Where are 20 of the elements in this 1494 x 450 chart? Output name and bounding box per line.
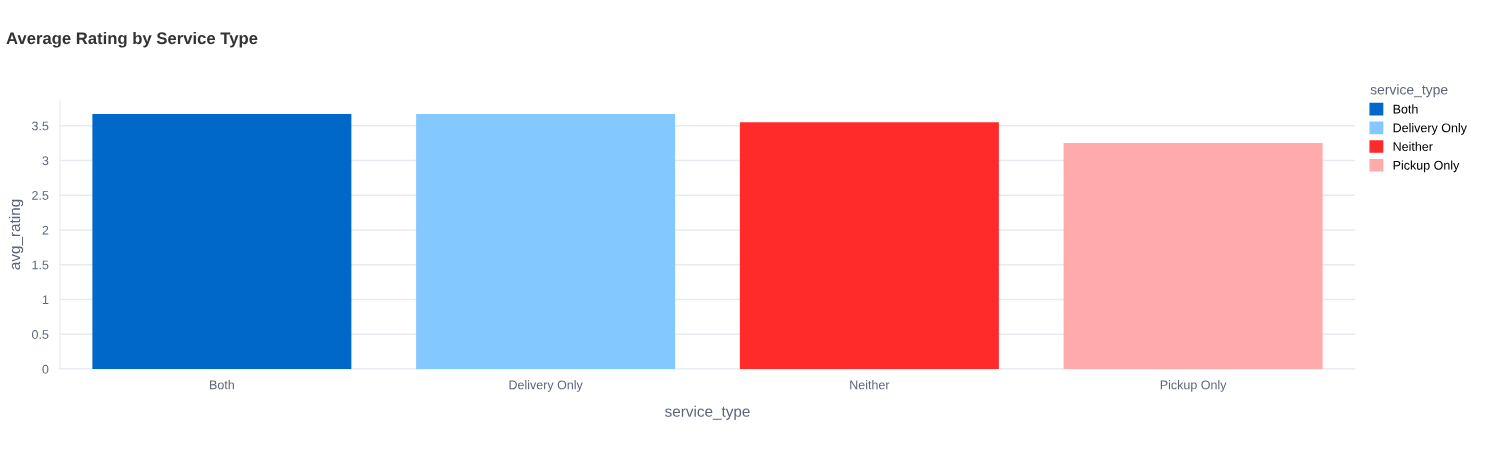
y-tick-label: 1.5 [32, 260, 49, 270]
legend-label: Delivery Only [1393, 123, 1467, 135]
y-tick-label: 0.5 [32, 330, 49, 339]
y-tick-label: 1 [42, 295, 49, 305]
legend-label: Neither [1393, 141, 1433, 151]
legend-label: Both [1393, 104, 1418, 114]
legend-title: service_type [1370, 84, 1448, 98]
x-tick-label: Neither [850, 380, 890, 390]
y-tick-label: 2.5 [32, 191, 49, 200]
y-tick-label: 3 [42, 156, 49, 166]
legend-label: Pickup Only [1393, 160, 1460, 173]
y-tick-label: 3.5 [31, 121, 49, 131]
x-tick-label: Both [210, 380, 234, 390]
y-tick-label: 2 [42, 225, 49, 235]
x-tick-label: Pickup Only [1160, 380, 1227, 392]
x-axis-title: service_type [665, 405, 750, 420]
y-tick-label: 0 [42, 364, 49, 374]
chart-title: Average Rating by Service Type [6, 31, 258, 48]
x-tick-label: Delivery Only [509, 380, 583, 392]
y-axis-title: avg_rating [8, 199, 24, 270]
